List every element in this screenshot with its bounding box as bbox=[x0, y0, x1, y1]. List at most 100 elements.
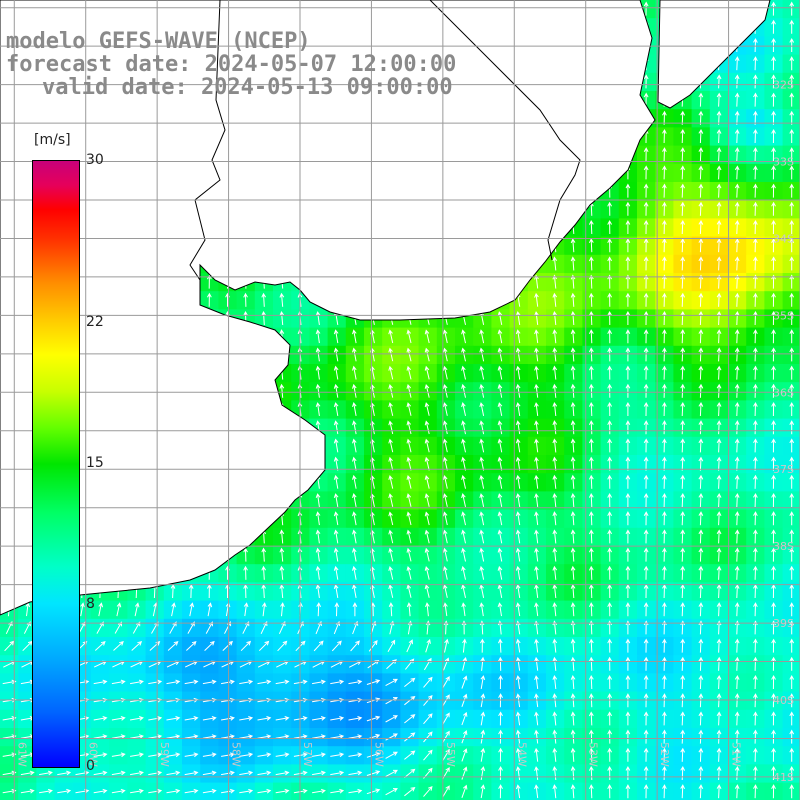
wind-arrow bbox=[202, 770, 217, 776]
wind-arrow bbox=[330, 679, 345, 685]
wind-arrow bbox=[607, 693, 613, 708]
wind-arrow bbox=[425, 638, 431, 653]
wind-arrow bbox=[789, 347, 795, 362]
wind-arrow bbox=[607, 365, 613, 380]
wind-arrow bbox=[461, 675, 468, 689]
wind-arrow bbox=[406, 547, 412, 562]
wind-arrow bbox=[607, 638, 613, 653]
wind-arrow bbox=[607, 383, 613, 398]
wind-arrow bbox=[315, 402, 321, 416]
wind-arrow bbox=[789, 256, 795, 271]
wind-arrow bbox=[771, 347, 776, 362]
wind-arrow bbox=[461, 383, 466, 398]
wind-arrow bbox=[221, 752, 235, 758]
wind-arrow bbox=[278, 621, 286, 635]
wind-arrow bbox=[315, 365, 321, 380]
wind-arrow bbox=[680, 511, 686, 526]
wind-arrow bbox=[166, 734, 181, 739]
wind-arrow bbox=[111, 788, 126, 794]
wind-arrow bbox=[607, 547, 613, 562]
wind-arrow bbox=[479, 493, 485, 507]
wind-arrow bbox=[753, 219, 758, 235]
wind-arrow bbox=[607, 529, 613, 544]
wind-arrow bbox=[771, 219, 776, 235]
wind-arrow bbox=[515, 638, 521, 653]
wind-arrow bbox=[716, 474, 722, 489]
wind-arrow bbox=[442, 456, 448, 471]
wind-arrow bbox=[242, 621, 250, 634]
wind-arrow bbox=[186, 640, 197, 651]
wind-arrow bbox=[480, 675, 486, 689]
wind-arrow bbox=[570, 638, 576, 653]
wind-arrow bbox=[734, 165, 740, 180]
wind-arrow bbox=[643, 365, 649, 380]
wind-arrow bbox=[515, 329, 521, 344]
wind-arrow bbox=[607, 456, 613, 471]
wind-arrow bbox=[625, 674, 631, 689]
wind-arrow bbox=[753, 238, 758, 253]
wind-arrow bbox=[625, 219, 631, 234]
wind-arrow bbox=[497, 456, 503, 471]
wind-arrow bbox=[789, 201, 795, 216]
wind-arrow bbox=[479, 347, 485, 362]
wind-arrow bbox=[207, 602, 213, 617]
wind-arrow bbox=[461, 511, 466, 526]
wind-arrow bbox=[625, 602, 631, 617]
wind-arrow bbox=[442, 329, 448, 344]
wind-arrow bbox=[312, 788, 326, 794]
wind-arrow bbox=[497, 402, 503, 416]
wind-arrow bbox=[279, 547, 285, 562]
wind-arrow bbox=[588, 693, 594, 708]
wind-arrow bbox=[753, 420, 758, 435]
wind-arrow bbox=[698, 711, 704, 726]
wind-arrow bbox=[625, 183, 631, 198]
wind-arrow bbox=[789, 693, 795, 708]
wind-arrow bbox=[607, 656, 613, 671]
wind-arrow bbox=[406, 420, 412, 435]
wind-arrow bbox=[753, 656, 758, 671]
land-mask bbox=[0, 0, 771, 616]
wind-arrow bbox=[279, 565, 285, 580]
wind-arrow bbox=[2, 788, 17, 794]
wind-arrow bbox=[279, 529, 285, 544]
wind-arrow bbox=[480, 747, 486, 762]
wind-arrow bbox=[57, 770, 72, 776]
wind-arrow bbox=[698, 310, 704, 326]
wind-arrow bbox=[461, 748, 468, 762]
wind-arrow bbox=[352, 329, 357, 344]
wind-arrow bbox=[515, 784, 521, 799]
wind-arrow bbox=[734, 310, 740, 326]
wind-arrow bbox=[404, 677, 416, 687]
wind-arrow bbox=[497, 311, 503, 325]
wind-arrow bbox=[625, 784, 631, 799]
wind-arrow bbox=[734, 238, 740, 253]
wind-arrow bbox=[588, 438, 594, 453]
wind-arrow bbox=[388, 547, 394, 562]
wind-arrow bbox=[789, 238, 795, 253]
wind-arrow bbox=[333, 420, 339, 435]
wind-arrow bbox=[662, 674, 667, 690]
wind-arrow bbox=[607, 729, 613, 744]
wind-arrow bbox=[461, 329, 466, 344]
wind-arrow bbox=[385, 715, 398, 723]
wind-arrow bbox=[552, 565, 558, 580]
wind-arrow bbox=[753, 456, 758, 471]
wind-arrow bbox=[312, 716, 326, 721]
wind-arrow bbox=[771, 711, 776, 726]
wind-arrow bbox=[130, 679, 144, 685]
wind-arrow bbox=[333, 402, 339, 416]
wind-arrow bbox=[423, 676, 433, 688]
wind-arrow bbox=[625, 565, 631, 580]
wind-arrow bbox=[643, 1, 649, 16]
wind-arrow bbox=[789, 765, 795, 780]
wind-arrow bbox=[680, 420, 686, 435]
wind-arrow bbox=[515, 474, 521, 489]
wind-arrow bbox=[734, 747, 740, 762]
wind-arrow bbox=[20, 788, 35, 794]
wind-arrow bbox=[279, 383, 285, 398]
wind-arrow bbox=[607, 474, 613, 489]
wind-arrow bbox=[680, 674, 686, 690]
wind-arrow bbox=[643, 165, 649, 180]
wind-arrow bbox=[388, 565, 394, 580]
